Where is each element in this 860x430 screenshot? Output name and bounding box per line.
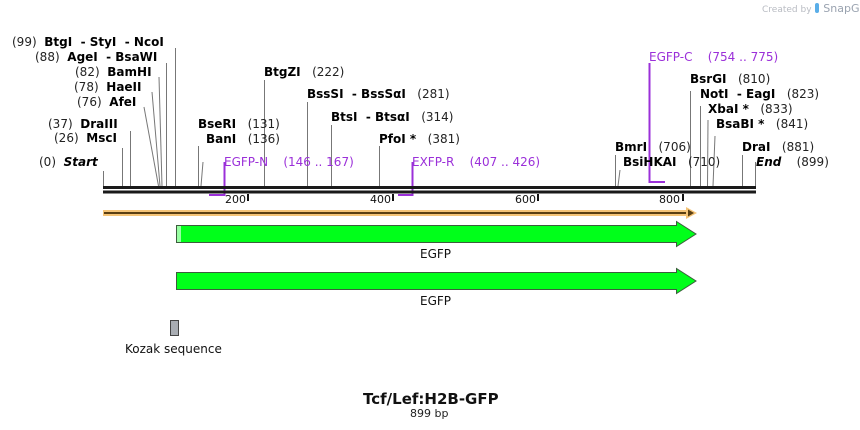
primer-exfp-r[interactable]: EXFP-R (407 .. 426) (412, 155, 541, 169)
enzyme-btgI-styI-ncoI[interactable]: (99) BtgI - StyI - NcoI (12, 35, 164, 49)
kozak-sequence-box (170, 320, 179, 336)
ruler-ticks (247, 194, 684, 201)
egfp-arrow-2 (176, 267, 697, 295)
primer-egfp-c[interactable]: EGFP-C (754 .. 775) (649, 50, 779, 64)
enzyme-afeI[interactable]: (76) AfeI (77, 95, 137, 109)
snapgene-logo-icon (815, 3, 820, 13)
ruler-label-400: 400 (370, 193, 391, 206)
ruler-label-800: 800 (659, 193, 680, 206)
enzyme-start[interactable]: (0) Start (39, 155, 98, 169)
primer-egfp-n[interactable]: EGFP-N (146 .. 167) (224, 155, 354, 169)
snapgene-credit: Created by SnapGene (762, 2, 860, 15)
enzyme-btsI-btsaI[interactable]: BtsI - BtsαI (314) (331, 110, 454, 124)
cut-site-lines (103, 48, 756, 187)
enzyme-haeII[interactable]: (78) HaeII (74, 80, 142, 94)
primer-markers (209, 63, 665, 196)
credit-brand: SnapGene (823, 2, 860, 15)
enzyme-bamHI[interactable]: (82) BamHI (75, 65, 152, 79)
enzyme-mscI[interactable]: (26) MscI (54, 131, 117, 145)
orf-arrow (103, 207, 697, 219)
enzyme-btgZI[interactable]: BtgZI (222) (264, 65, 345, 79)
egfp-arrow-1 (176, 220, 697, 248)
enzyme-draIII[interactable]: (37) DraIII (48, 117, 118, 131)
backbone-top-strand (103, 186, 756, 189)
enzyme-bseRI[interactable]: BseRI (131) (198, 117, 280, 131)
enzyme-bssSI-bssSaI[interactable]: BssSI - BssSαI (281) (307, 87, 450, 101)
enzyme-bsrGI[interactable]: BsrGI (810) (690, 72, 771, 86)
map-title: Tcf/Lef:H2B-GFP (363, 390, 499, 408)
enzyme-draI[interactable]: DraI (881) (742, 140, 815, 154)
feature-label-egfp-1[interactable]: EGFP (420, 247, 452, 261)
enzyme-end[interactable]: End (899) (756, 155, 829, 169)
feature-label-egfp-2[interactable]: EGFP (420, 294, 452, 308)
ruler-label-200: 200 (225, 193, 246, 206)
enzyme-notI-eagI[interactable]: NotI - EagI (823) (700, 87, 820, 101)
enzyme-xbaI[interactable]: XbaI * (833) (708, 102, 793, 116)
enzyme-ageI-bsaWI[interactable]: (88) AgeI - BsaWI (35, 50, 158, 64)
enzyme-banI[interactable]: BanI (136) (206, 132, 280, 146)
feature-label-kozak[interactable]: Kozak sequence (125, 342, 222, 356)
map-length: 899 bp (410, 407, 449, 420)
credit-prefix: Created by (762, 5, 812, 15)
enzyme-bsiHKAI[interactable]: BsiHKAI (710) (623, 155, 721, 169)
backbone-bottom-strand (103, 190, 756, 194)
enzyme-pfoI[interactable]: PfoI * (381) (379, 132, 460, 146)
enzyme-bmrI[interactable]: BmrI (706) (615, 140, 691, 154)
enzyme-bsaBI[interactable]: BsaBI * (841) (716, 117, 809, 131)
ruler-label-600: 600 (515, 193, 536, 206)
